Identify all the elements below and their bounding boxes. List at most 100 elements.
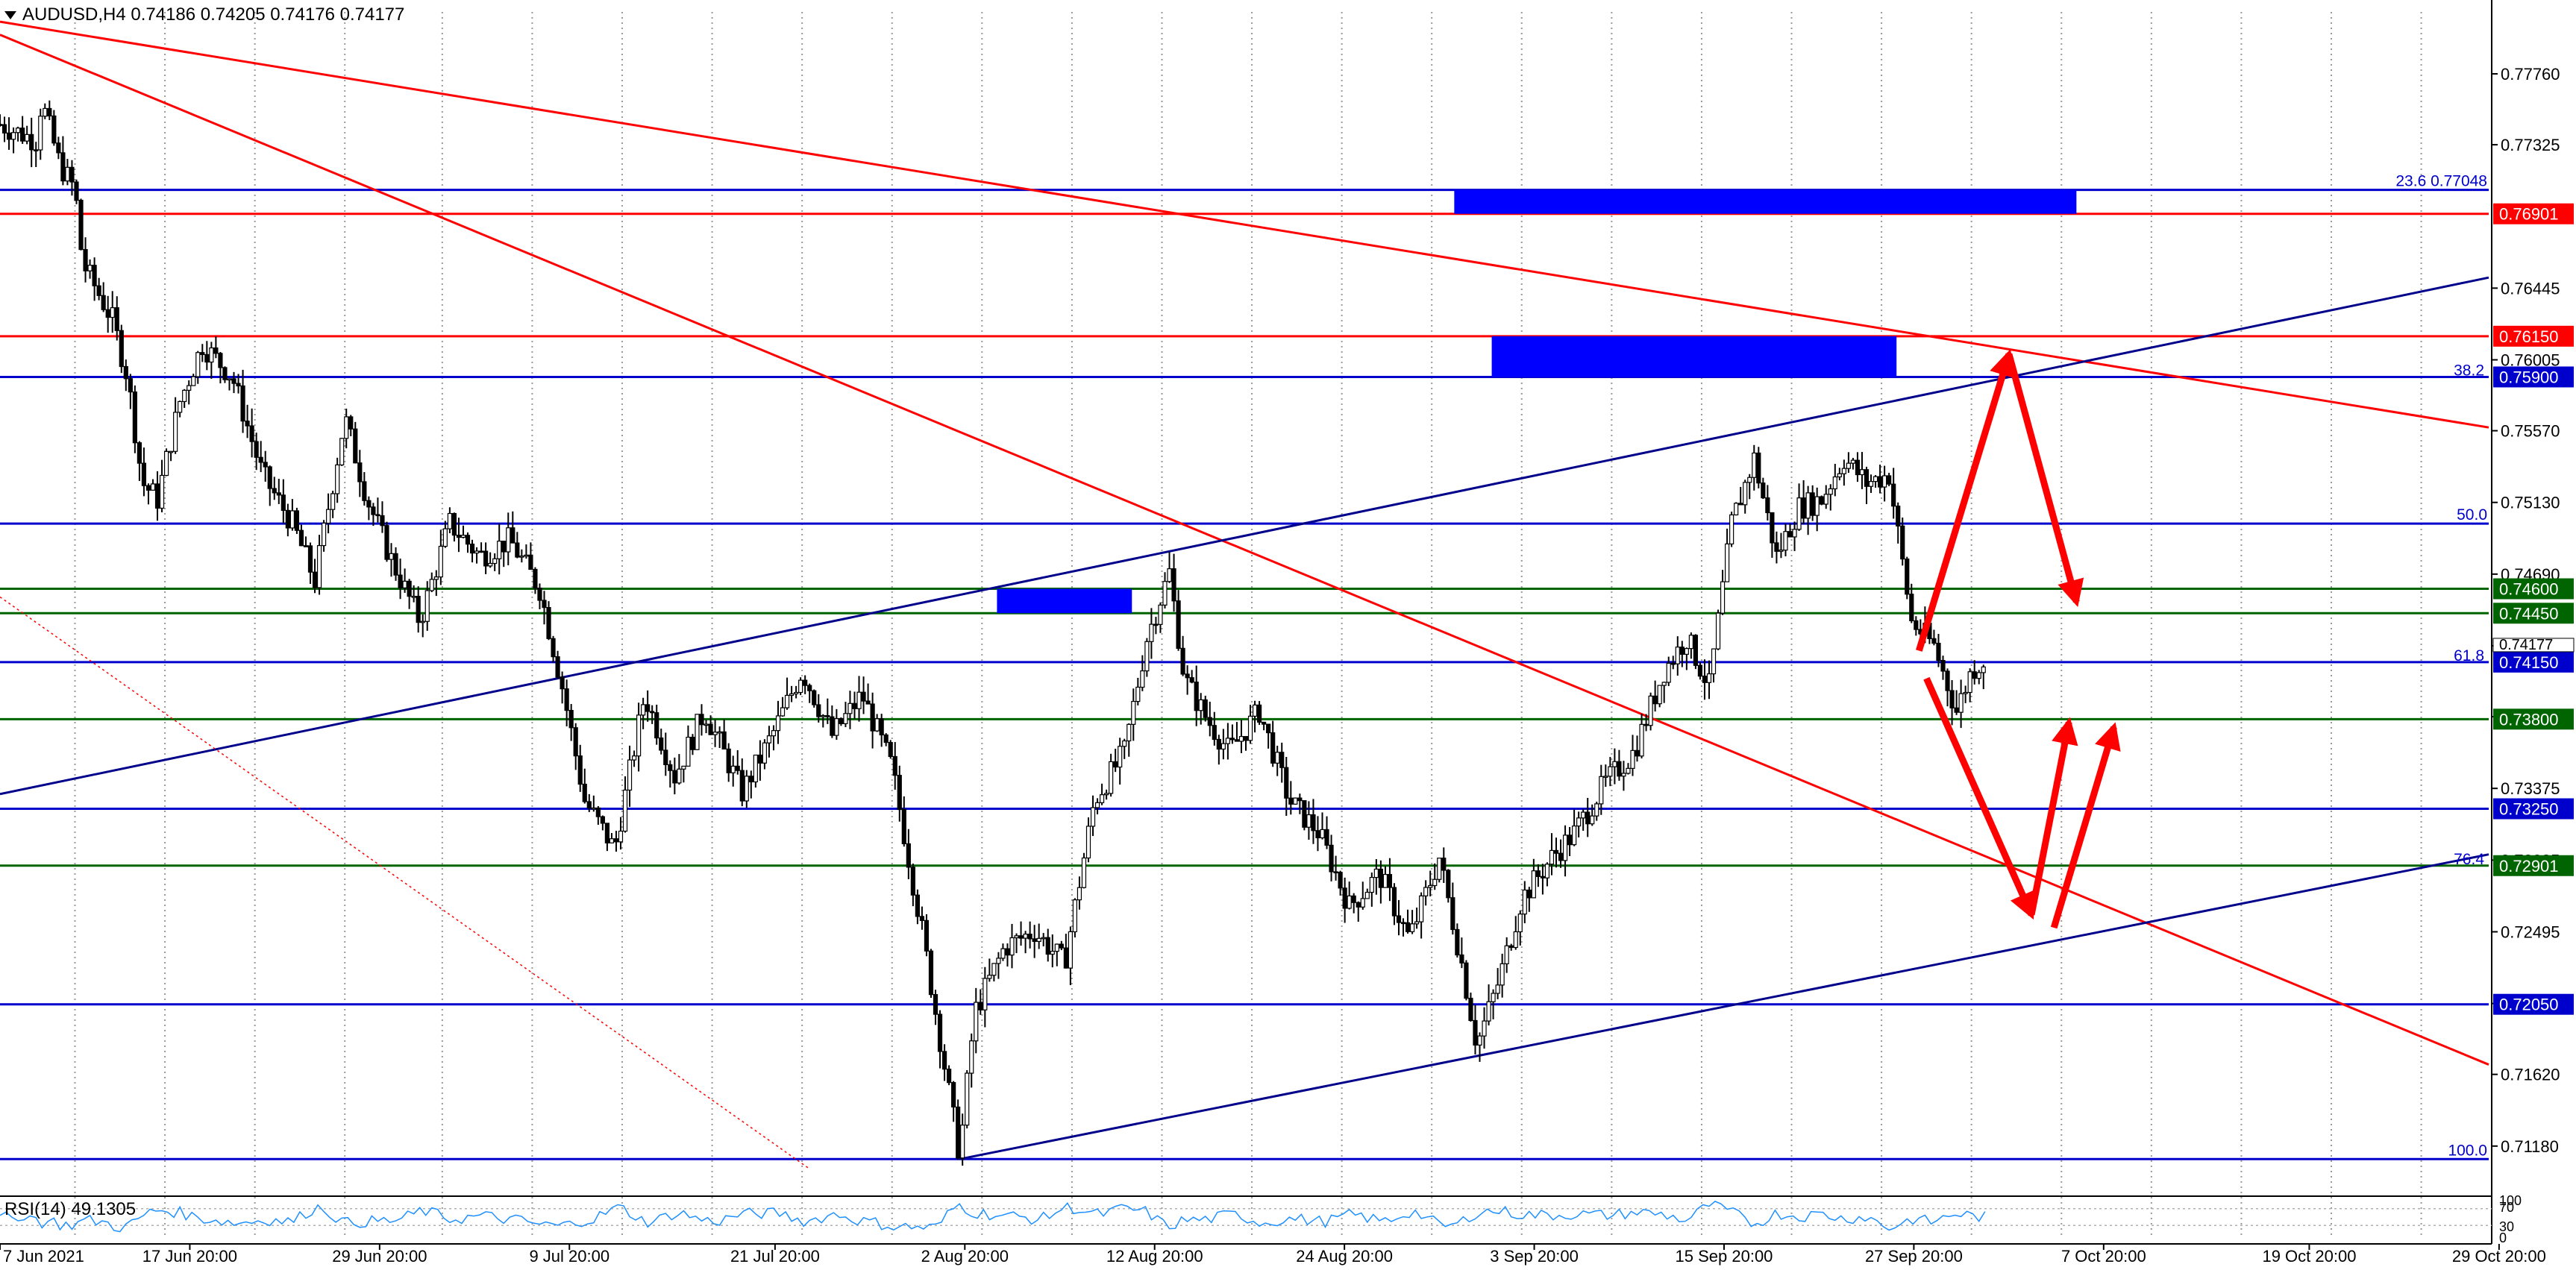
x-tick-label: 12 Aug 20:00 [1106,1247,1203,1266]
candle-body [816,704,821,717]
candle-body [1576,817,1582,827]
candle-body [362,481,367,501]
y-tick-label: 0.75130 [2501,494,2560,512]
candle-body [645,704,651,712]
candle-body [249,425,254,442]
candle-body [438,545,443,578]
candle-body [564,688,569,711]
candle-body [1059,943,1064,949]
candle-body [1356,902,1361,908]
candle-body [586,801,592,809]
candle-body [1585,811,1591,825]
candle-body [1549,849,1555,865]
candle-body [1113,761,1118,768]
candle-body [416,596,421,623]
candle-body [1144,641,1150,672]
candle-body [420,620,425,623]
candle-body [200,352,205,356]
candle-body [595,807,601,817]
candle-body [631,755,637,761]
candle-body [1499,963,1505,986]
candle-body [330,493,336,510]
candle-body [168,450,174,453]
candle-body [1459,954,1464,963]
candle-body [1094,802,1100,808]
candle-body [1684,648,1689,655]
candle-body [941,1051,947,1070]
x-tick-label: 29 Jun 20:00 [332,1247,427,1266]
candle-body [447,512,452,529]
candle-body [856,691,862,709]
candle-body [1315,830,1320,839]
candle-body [874,718,880,732]
candle-body [1823,494,1828,505]
forecast-arrow [2005,353,2084,607]
candle-body [735,765,740,771]
candle-body [1216,738,1221,750]
candle-body [1482,1020,1487,1037]
candle-body [1958,693,1964,713]
candle-body [582,783,587,802]
candle-body [789,693,795,697]
candle-body [663,749,668,765]
candle-body [636,714,642,757]
candle-body [1220,743,1226,750]
candle-body [294,510,300,531]
candle-body [316,544,322,588]
candle-body [974,1002,979,1042]
trend-line [0,276,2489,796]
candle-body [1603,776,1608,778]
candle-body [312,571,318,588]
candle-body [321,522,327,547]
candle-body [6,132,12,140]
level-price-box [2493,366,2574,388]
candle-body [43,107,48,117]
candle-body [1491,993,1496,1002]
candle-body [947,1069,952,1084]
candle-body [272,488,277,494]
candle-body [1967,671,1972,694]
candle-body [910,867,915,896]
fib-label: 38.2 [2454,362,2484,379]
candle-body [1693,635,1699,666]
candle-body [825,714,830,717]
candle-body [213,347,219,354]
candle-body [1256,704,1262,723]
forecast-arrow [2050,722,2121,929]
candle-body [604,823,610,843]
candle-body [883,734,889,744]
candle-body [1670,662,1676,665]
candle-body [577,755,583,785]
candle-body [528,554,533,570]
candle-body [1752,452,1757,478]
dropdown-triangle-icon[interactable] [4,11,16,20]
candle-body [65,166,70,182]
candle-body [137,442,142,464]
candle-body [726,748,731,773]
candle-body [1873,476,1878,482]
candle-body [1572,826,1577,846]
candle-body [1779,550,1784,552]
x-tick-label: 24 Aug 20:00 [1296,1247,1393,1266]
candle-body [424,590,430,622]
candle-body [668,764,673,771]
candle-body [1238,735,1244,742]
candle-body [1050,951,1055,955]
candle-body [1540,876,1546,878]
candle-body [897,775,902,811]
candle-body [1423,887,1429,896]
current-price-label: 0.74177 [2499,637,2553,653]
candle-body [204,353,210,363]
candle-body [915,894,920,917]
candle-body [1342,887,1347,909]
candle-body [1468,997,1473,1022]
candle-body [1972,671,1977,679]
candle-body [1203,699,1208,718]
symbol-ohlc-text: AUDUSD,H4 0.74186 0.74205 0.74176 0.7417… [22,4,405,25]
candle-body [533,568,538,589]
level-price-label: 0.74600 [2499,580,2559,599]
candle-body [1639,723,1644,757]
rsi-scale-label: 70 [2499,1200,2514,1215]
